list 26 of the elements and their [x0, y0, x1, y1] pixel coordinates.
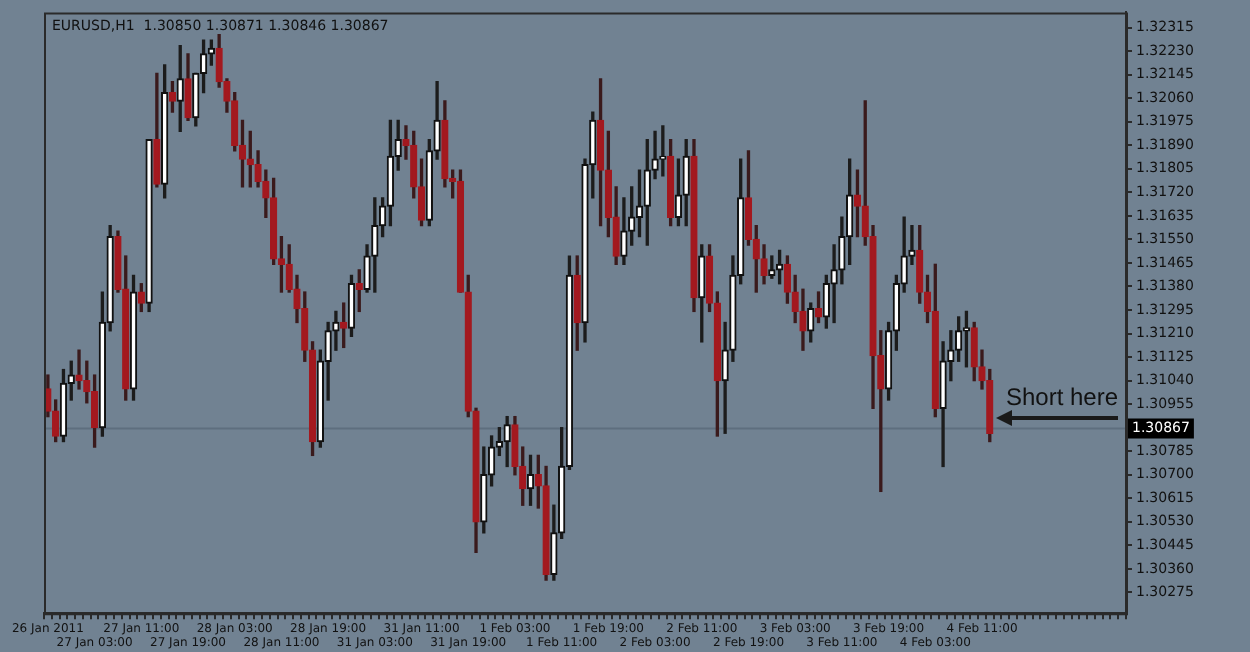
candlestick — [184, 53, 192, 122]
candlestick — [145, 139, 153, 313]
candlestick — [59, 368, 68, 443]
candlestick — [355, 269, 363, 313]
annotation: Short here — [1005, 383, 1119, 412]
candlestick — [129, 274, 138, 401]
candlestick — [168, 80, 177, 113]
candlestick — [347, 274, 356, 337]
candlestick — [814, 291, 823, 324]
candlestick — [690, 139, 698, 313]
candlestick — [970, 321, 978, 382]
candlestick — [775, 249, 784, 285]
candlestick — [698, 244, 706, 343]
candlestick — [153, 72, 161, 188]
candlestick — [176, 44, 184, 133]
candlestick — [682, 139, 690, 227]
candlestick — [659, 125, 667, 177]
candlestick — [503, 415, 511, 468]
candlestick — [137, 283, 145, 313]
candlestick — [573, 255, 581, 351]
candlestick — [666, 139, 675, 227]
candlestick — [768, 255, 776, 279]
candlestick — [161, 64, 169, 199]
candlestick — [931, 263, 939, 418]
candlestick — [371, 197, 379, 293]
candlestick — [340, 302, 348, 349]
